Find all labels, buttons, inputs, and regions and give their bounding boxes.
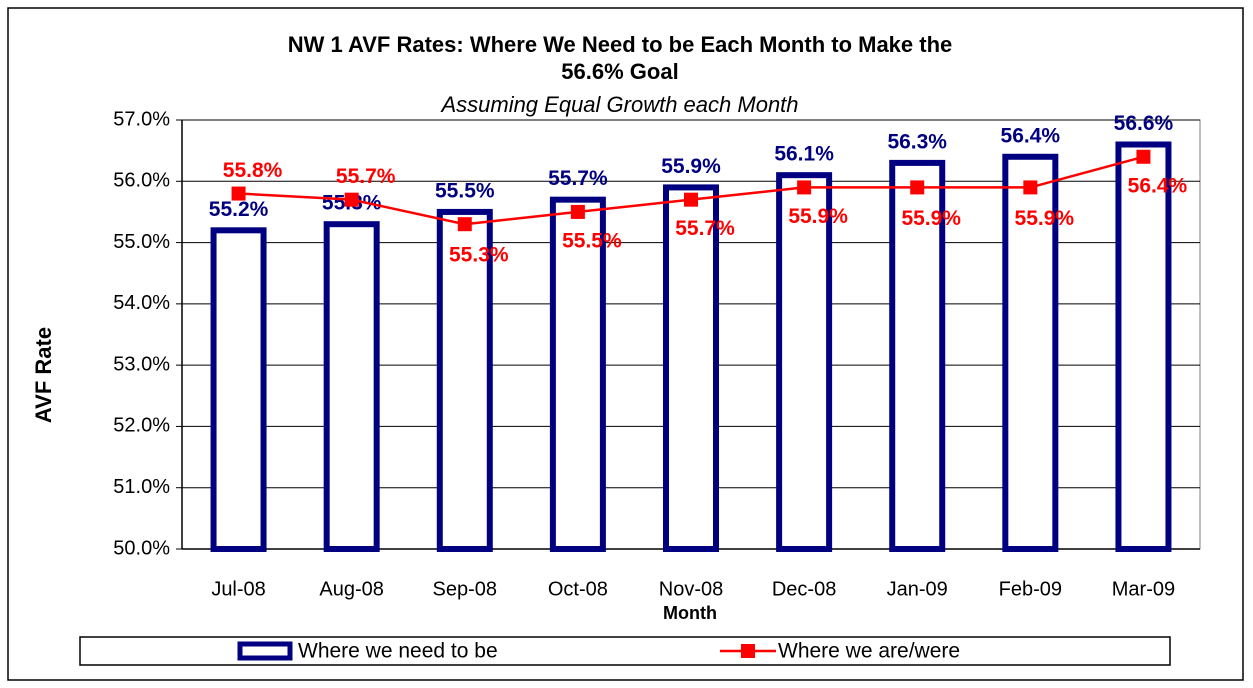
line-value-label: 55.9% — [1015, 207, 1075, 230]
bar — [1115, 141, 1172, 552]
x-tick-label: Jul-08 — [211, 578, 265, 600]
bar-value-label: 56.3% — [887, 130, 947, 153]
x-tick-label: Feb-09 — [999, 578, 1062, 600]
legend-swatch — [741, 644, 755, 658]
y-axis-label: AVF Rate — [31, 327, 56, 423]
legend-swatch — [237, 641, 293, 661]
legend-label: Where we are/were — [778, 640, 960, 663]
bar-value-label: 55.9% — [661, 155, 721, 178]
line-marker — [684, 192, 698, 207]
y-tick-label: 55.0% — [113, 231, 170, 253]
x-tick-label: Sep-08 — [433, 578, 498, 600]
bar — [776, 172, 833, 553]
line-marker — [231, 186, 246, 201]
line-value-label: 55.9% — [901, 207, 961, 230]
bar — [436, 208, 493, 553]
x-tick-label: Nov-08 — [659, 578, 723, 600]
y-tick-label: 54.0% — [113, 292, 170, 314]
line-marker — [1136, 149, 1151, 164]
line-marker — [344, 192, 359, 207]
y-tick-label: 53.0% — [113, 353, 170, 375]
line-value-label: 56.4% — [1128, 174, 1188, 197]
y-tick-label: 57.0% — [113, 108, 170, 130]
x-tick-label: Oct-08 — [548, 578, 608, 600]
bar-value-label: 55.7% — [548, 167, 608, 190]
legend-label: Where we need to be — [298, 640, 498, 663]
line-marker — [1023, 180, 1038, 195]
line-value-label: 55.8% — [223, 159, 283, 182]
bar-value-label: 55.2% — [209, 198, 269, 221]
y-tick-label: 50.0% — [113, 537, 170, 559]
x-tick-label: Mar-09 — [1112, 578, 1175, 600]
chart-subtitle: Assuming Equal Growth each Month — [439, 92, 798, 117]
bar-value-label: 56.4% — [1001, 124, 1061, 147]
line-marker — [797, 180, 812, 195]
line-marker — [457, 217, 472, 232]
bar — [663, 184, 719, 553]
chart-title: 56.6% Goal — [561, 59, 678, 84]
x-tick-label: Jan-09 — [887, 578, 948, 600]
bar — [889, 159, 946, 552]
x-tick-label: Dec-08 — [772, 578, 836, 600]
y-tick-label: 56.0% — [113, 170, 170, 192]
line-value-label: 55.7% — [675, 217, 735, 240]
line-value-label: 55.3% — [449, 244, 509, 267]
bar-value-label: 55.5% — [435, 179, 495, 202]
chart-title: NW 1 AVF Rates: Where We Need to be Each… — [288, 32, 953, 57]
bar — [210, 227, 267, 552]
line-value-label: 55.5% — [562, 229, 622, 252]
x-axis-label: Month — [663, 603, 717, 623]
bar-value-label: 56.6% — [1114, 112, 1174, 135]
bar — [549, 196, 606, 553]
bar — [323, 221, 380, 553]
y-tick-label: 51.0% — [113, 476, 170, 498]
line-value-label: 55.9% — [788, 205, 848, 228]
y-tick-label: 52.0% — [113, 415, 170, 437]
line-marker — [570, 204, 585, 219]
bar-value-label: 56.1% — [774, 143, 834, 166]
x-tick-label: Aug-08 — [319, 578, 384, 600]
line-marker — [910, 180, 925, 195]
bar — [1002, 153, 1059, 552]
line-value-label: 55.7% — [336, 165, 396, 188]
